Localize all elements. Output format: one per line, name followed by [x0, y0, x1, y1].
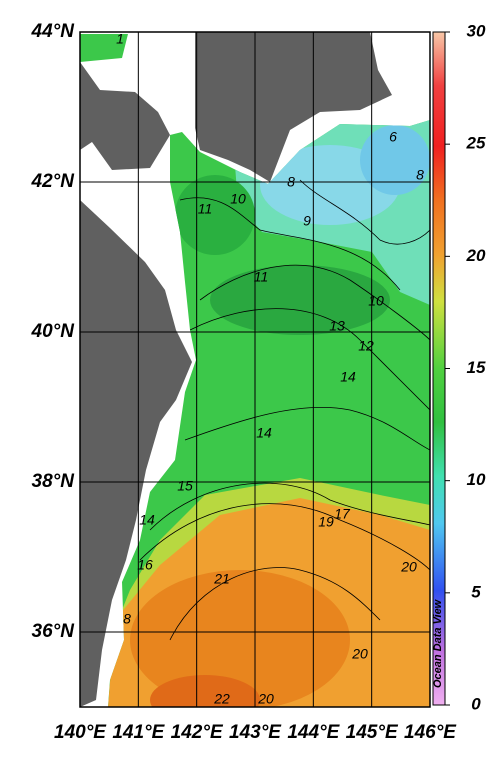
contour-label: 13: [329, 318, 345, 334]
contour-label: 11: [254, 269, 269, 285]
x-tick-label: 142°E: [171, 722, 224, 743]
contour-label: 14: [256, 425, 272, 441]
contour-label: 21: [213, 571, 230, 587]
contour-label: 12: [358, 338, 374, 354]
contour-label: 15: [177, 478, 193, 494]
colorbar-label: 15: [467, 358, 486, 377]
contour-label: 8: [123, 611, 131, 627]
colorbar-label: 25: [466, 134, 486, 153]
y-tick-label: 40°N: [31, 321, 76, 342]
y-tick-label: 42°N: [31, 171, 76, 192]
land: [80, 32, 392, 707]
contour-label: 6: [389, 129, 397, 145]
contour-label: 14: [340, 369, 356, 385]
contour-label: 10: [230, 191, 246, 207]
y-tick-label: 44°N: [31, 21, 76, 42]
x-tick-label: 143°E: [229, 722, 282, 743]
contour-label: 9: [303, 213, 311, 229]
contour-label: 17: [334, 506, 351, 522]
colorbar-label: 20: [466, 246, 486, 265]
colorbar-label: 30: [467, 21, 486, 40]
contour-label: 16: [137, 557, 153, 573]
colorbar-label: 10: [467, 470, 486, 489]
contour-label: 1: [116, 31, 124, 47]
contour-label: 22: [213, 691, 230, 707]
watermark: Ocean Data View: [432, 598, 444, 688]
contour-label: 19: [318, 514, 334, 530]
contour-label: 20: [257, 691, 274, 707]
colorbar-label: 0: [471, 694, 481, 713]
x-tick-label: 140°E: [54, 722, 107, 743]
x-tick-label: 145°E: [346, 722, 399, 743]
contour-label: 10: [368, 293, 384, 309]
contour-label: 8: [287, 174, 295, 190]
y-tick-label: 36°N: [32, 621, 76, 642]
y-tick-label: 38°N: [32, 471, 76, 492]
contour-label: 14: [139, 512, 155, 528]
colorbar-label: 5: [471, 582, 481, 601]
contour-label: 11: [198, 201, 213, 217]
contour-label: 8: [416, 167, 424, 183]
contour-label: 20: [400, 559, 417, 575]
contour-label: 20: [351, 646, 368, 662]
x-tick-label: 141°E: [112, 722, 165, 743]
x-tick-label: 146°E: [404, 722, 457, 743]
x-tick-label: 144°E: [287, 722, 340, 743]
